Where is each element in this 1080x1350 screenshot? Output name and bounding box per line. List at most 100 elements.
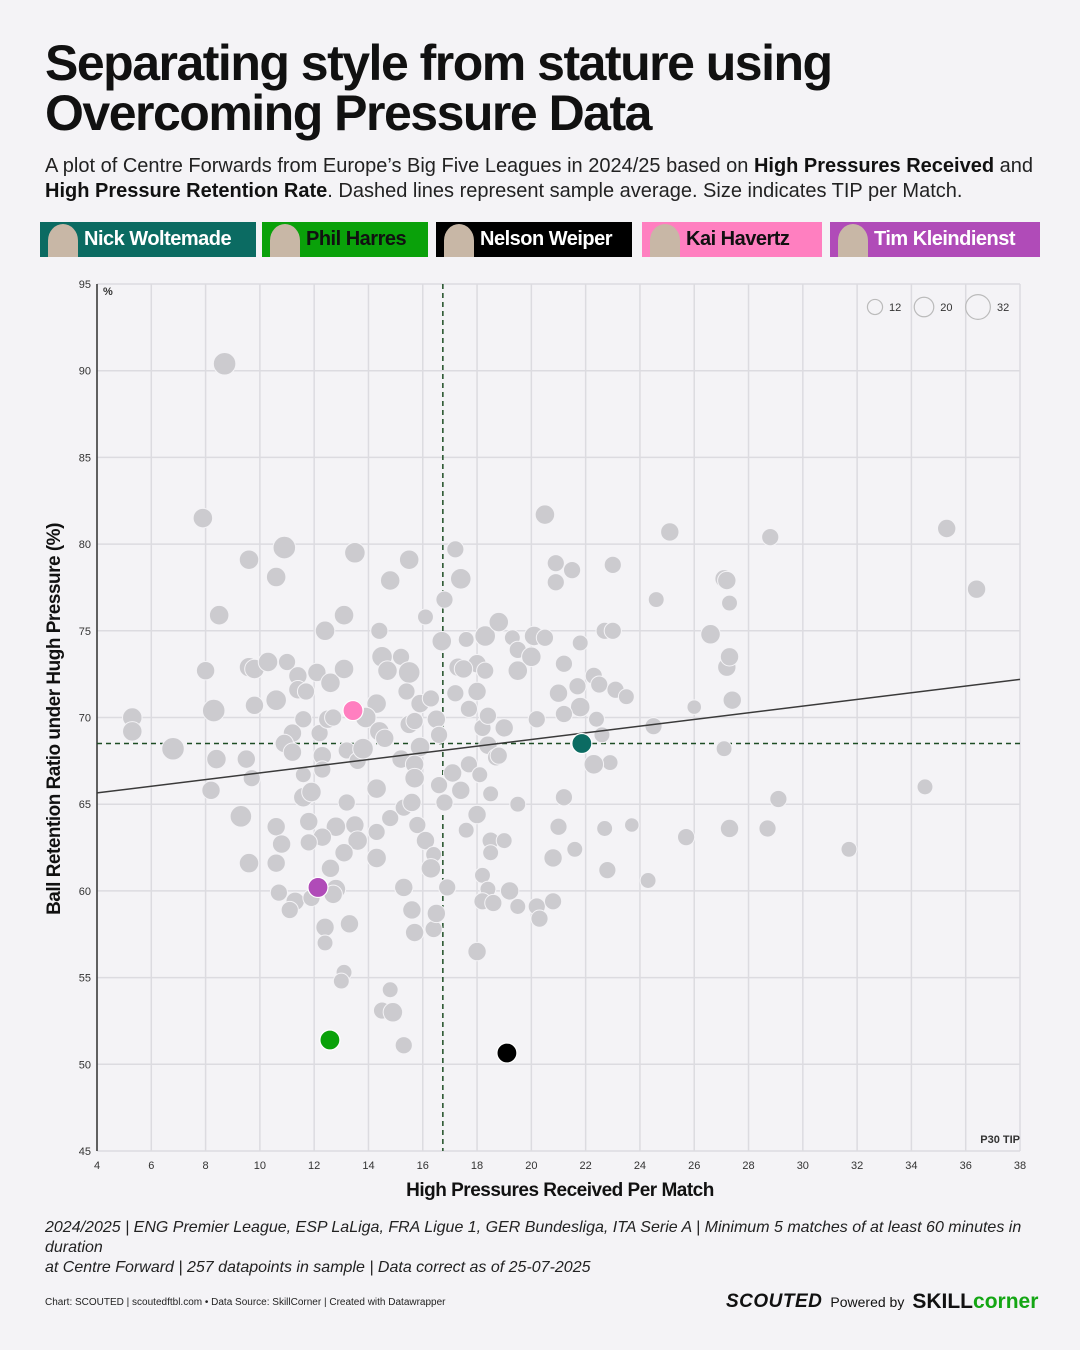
data-point bbox=[624, 817, 640, 833]
data-point bbox=[549, 817, 568, 836]
data-point bbox=[546, 573, 565, 592]
x-tick-label: 22 bbox=[580, 1160, 592, 1172]
chart-title: Separating style from stature using Over… bbox=[45, 38, 1045, 138]
x-tick-label: 8 bbox=[203, 1160, 209, 1172]
data-point bbox=[449, 567, 472, 590]
y-tick-label: 90 bbox=[79, 366, 91, 378]
data-point bbox=[397, 682, 416, 701]
size-legend-circle bbox=[913, 296, 935, 318]
data-point bbox=[937, 518, 957, 539]
player-name: Nick Woltemade bbox=[84, 228, 232, 250]
y-tick-label: 60 bbox=[79, 886, 91, 898]
data-point bbox=[566, 840, 584, 858]
data-point bbox=[426, 709, 447, 729]
chart-subtitle: A plot of Centre Forwards from Europe’s … bbox=[45, 154, 1055, 204]
data-point bbox=[569, 696, 591, 718]
data-point bbox=[265, 566, 287, 588]
x-tick-label: 16 bbox=[417, 1160, 429, 1172]
data-point bbox=[257, 651, 279, 673]
data-point bbox=[402, 900, 422, 920]
title-line-2: Overcoming Pressure Data bbox=[45, 85, 652, 141]
data-point bbox=[161, 736, 185, 761]
player-avatar bbox=[838, 224, 868, 257]
data-point bbox=[453, 659, 474, 679]
data-point bbox=[377, 660, 398, 681]
data-point bbox=[451, 780, 471, 801]
data-point bbox=[405, 711, 424, 731]
data-point bbox=[588, 710, 605, 728]
data-point bbox=[719, 818, 740, 839]
data-point bbox=[206, 748, 227, 770]
subtitle-bold-x: High Pressures Received bbox=[753, 155, 995, 177]
data-point bbox=[421, 689, 441, 708]
data-point bbox=[339, 914, 360, 934]
y-tick-label: 75 bbox=[79, 626, 91, 638]
data-point bbox=[334, 843, 354, 863]
player-badge-havertz: Kai Havertz bbox=[642, 222, 822, 257]
data-point bbox=[521, 646, 542, 668]
data-point bbox=[722, 690, 742, 710]
player-avatar bbox=[270, 224, 300, 257]
data-point bbox=[603, 555, 622, 575]
data-point bbox=[394, 1036, 413, 1055]
data-point bbox=[495, 832, 513, 850]
data-point bbox=[601, 754, 619, 772]
data-point bbox=[507, 660, 529, 681]
data-point bbox=[482, 785, 500, 803]
data-point bbox=[617, 688, 635, 706]
data-point bbox=[459, 755, 479, 774]
subtitle-text: and bbox=[994, 155, 1033, 177]
data-point bbox=[593, 726, 611, 744]
data-point bbox=[499, 881, 520, 901]
data-point bbox=[596, 820, 614, 837]
data-point bbox=[647, 591, 665, 609]
data-point bbox=[429, 725, 449, 744]
data-point bbox=[435, 590, 454, 609]
data-point bbox=[324, 708, 343, 727]
data-point bbox=[482, 844, 500, 862]
highlight-point-nelson-weiper bbox=[496, 1042, 518, 1064]
data-point bbox=[201, 780, 221, 801]
data-point bbox=[554, 704, 574, 724]
data-point bbox=[424, 919, 443, 939]
data-point bbox=[446, 684, 465, 703]
data-point bbox=[404, 767, 425, 789]
data-point bbox=[266, 817, 286, 837]
data-point bbox=[265, 689, 287, 711]
data-point bbox=[639, 872, 657, 889]
size-legend-label: 32 bbox=[997, 302, 1009, 314]
data-point bbox=[122, 721, 143, 742]
data-point bbox=[467, 681, 487, 702]
data-point bbox=[315, 917, 335, 938]
data-point bbox=[375, 728, 395, 749]
data-point bbox=[457, 821, 475, 839]
data-point bbox=[467, 941, 487, 962]
y-tick-label: 45 bbox=[79, 1146, 91, 1158]
x-tick-label: 14 bbox=[362, 1160, 374, 1172]
data-point bbox=[603, 621, 622, 640]
data-point bbox=[916, 778, 934, 796]
data-point bbox=[467, 804, 487, 825]
x-axis-label: High Pressures Received Per Match bbox=[406, 1180, 714, 1201]
x-tick-label: 18 bbox=[471, 1160, 483, 1172]
data-point bbox=[535, 628, 555, 647]
data-point bbox=[721, 594, 738, 612]
data-point bbox=[546, 554, 565, 573]
highlight-point-phil-harres bbox=[319, 1029, 341, 1051]
data-point bbox=[394, 877, 414, 898]
data-point bbox=[271, 834, 292, 854]
data-point bbox=[266, 853, 286, 873]
data-point bbox=[381, 981, 399, 999]
data-point bbox=[277, 652, 297, 672]
data-point bbox=[471, 766, 489, 784]
data-point bbox=[431, 630, 453, 652]
x-tick-label: 20 bbox=[525, 1160, 537, 1172]
data-point bbox=[459, 699, 479, 718]
x-tick-label: 30 bbox=[797, 1160, 809, 1172]
highlight-point-kai-havertz bbox=[342, 699, 364, 722]
data-point bbox=[446, 540, 465, 559]
data-point bbox=[299, 811, 319, 832]
data-point bbox=[717, 570, 737, 591]
